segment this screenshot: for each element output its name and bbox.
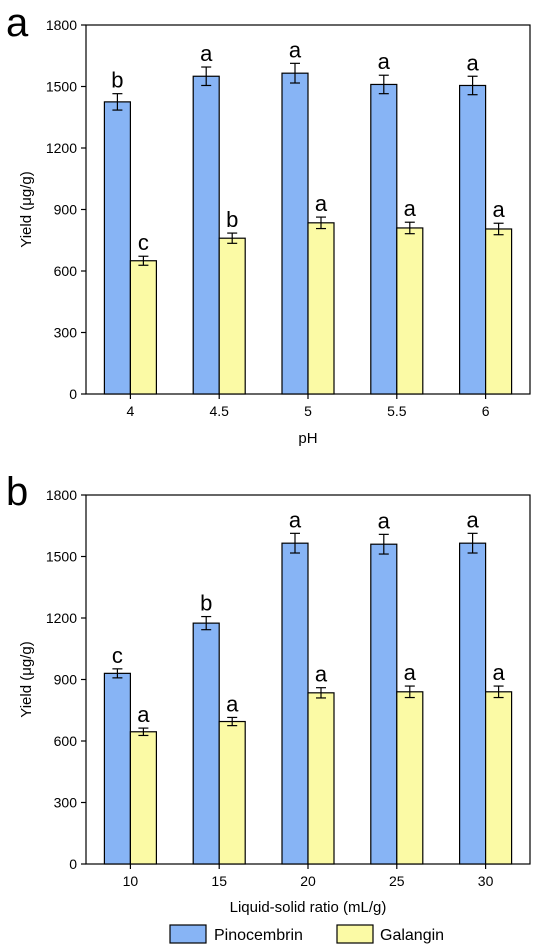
- significance-letter: a: [492, 197, 505, 222]
- x-tick-label: 30: [478, 873, 494, 889]
- bar-galangin: [218, 720, 246, 865]
- significance-letter: a: [492, 660, 505, 685]
- bar-pinocembrin: [459, 542, 487, 865]
- y-tick-label: 300: [54, 795, 78, 811]
- y-tick-label: 900: [54, 202, 78, 218]
- bar-galangin: [485, 228, 513, 395]
- bar-pinocembrin: [370, 543, 398, 865]
- y-axis-title: Yield (μg/g): [18, 641, 35, 717]
- significance-letter: a: [226, 691, 239, 716]
- x-tick-label: 4: [127, 403, 135, 419]
- y-tick-label: 1500: [46, 79, 77, 95]
- significance-letter: a: [315, 662, 328, 687]
- bar-pinocembrin: [192, 75, 220, 395]
- chart-panel-b: b 0 300 600 900 1200 1500 1800 Yield (μg/g) c a 10 b…: [6, 470, 531, 916]
- y-tick-label: 0: [69, 856, 77, 872]
- bar-pinocembrin: [370, 83, 398, 395]
- y-tick-label: 0: [69, 386, 77, 402]
- y-tick-label: 1500: [46, 549, 77, 565]
- x-tick-label: 5: [304, 403, 312, 419]
- x-tick-label: 15: [211, 873, 227, 889]
- significance-letter: a: [404, 196, 417, 221]
- significance-letter: a: [378, 508, 391, 533]
- significance-letter: a: [315, 191, 328, 216]
- panel-letter: b: [6, 470, 28, 514]
- significance-letter: a: [137, 702, 150, 727]
- significance-letter: a: [404, 660, 417, 685]
- bar-galangin: [307, 692, 335, 865]
- y-tick-label: 1800: [46, 17, 77, 33]
- x-axis-title: Liquid-solid ratio (mL/g): [230, 899, 387, 916]
- y-tick-label: 600: [54, 733, 78, 749]
- x-axis-title: pH: [298, 430, 317, 447]
- bar-pinocembrin: [103, 101, 132, 395]
- legend-item-galangin: Galangin: [336, 924, 444, 944]
- x-tick-label: 10: [123, 873, 139, 889]
- significance-letter: a: [466, 507, 479, 532]
- bar-pinocembrin: [103, 672, 132, 865]
- bar-pinocembrin: [459, 84, 487, 395]
- y-tick-label: 900: [54, 672, 78, 688]
- panel-letter: a: [6, 1, 29, 45]
- bar-pinocembrin: [192, 622, 220, 865]
- x-tick-label: 6: [482, 403, 490, 419]
- y-tick-label: 1200: [46, 140, 77, 156]
- significance-letter: a: [289, 37, 302, 62]
- x-tick-label: 4.5: [209, 403, 229, 419]
- significance-letter: b: [226, 207, 238, 232]
- significance-letter: a: [378, 49, 391, 74]
- chart-panel-a: a 0 300 600 900 1200 1500 1800 Yield (μg/g) b c 4 a b…: [6, 1, 531, 447]
- significance-letter: b: [200, 591, 212, 616]
- bar-galangin: [396, 227, 424, 395]
- y-tick-label: 600: [54, 263, 78, 279]
- y-tick-label: 1800: [46, 487, 77, 503]
- significance-letter: b: [111, 68, 123, 93]
- significance-letter: c: [138, 230, 149, 255]
- significance-letter: a: [289, 507, 302, 532]
- legend-label: Galangin: [380, 927, 444, 944]
- legend-label: Pinocembrin: [214, 927, 303, 944]
- bar-galangin: [129, 731, 157, 865]
- bar-pinocembrin: [281, 542, 309, 865]
- legend: Pinocembrin Galangin: [169, 924, 444, 944]
- bar-galangin: [485, 691, 513, 865]
- significance-letter: c: [112, 643, 123, 668]
- legend-swatch: [169, 924, 207, 944]
- significance-letter: a: [200, 41, 213, 66]
- bar-galangin: [307, 222, 335, 395]
- y-axis-title: Yield (μg/g): [18, 171, 35, 247]
- bar-galangin: [396, 691, 424, 865]
- bar-pinocembrin: [281, 72, 309, 395]
- y-tick-label: 300: [54, 325, 78, 341]
- x-tick-label: 25: [389, 873, 405, 889]
- legend-item-pinocembrin: Pinocembrin: [169, 924, 303, 944]
- legend-swatch: [336, 924, 374, 944]
- significance-letter: a: [466, 50, 479, 75]
- x-tick-label: 5.5: [387, 403, 407, 419]
- x-tick-label: 20: [300, 873, 316, 889]
- bar-galangin: [218, 237, 246, 395]
- y-tick-label: 1200: [46, 610, 77, 626]
- bar-galangin: [129, 260, 157, 395]
